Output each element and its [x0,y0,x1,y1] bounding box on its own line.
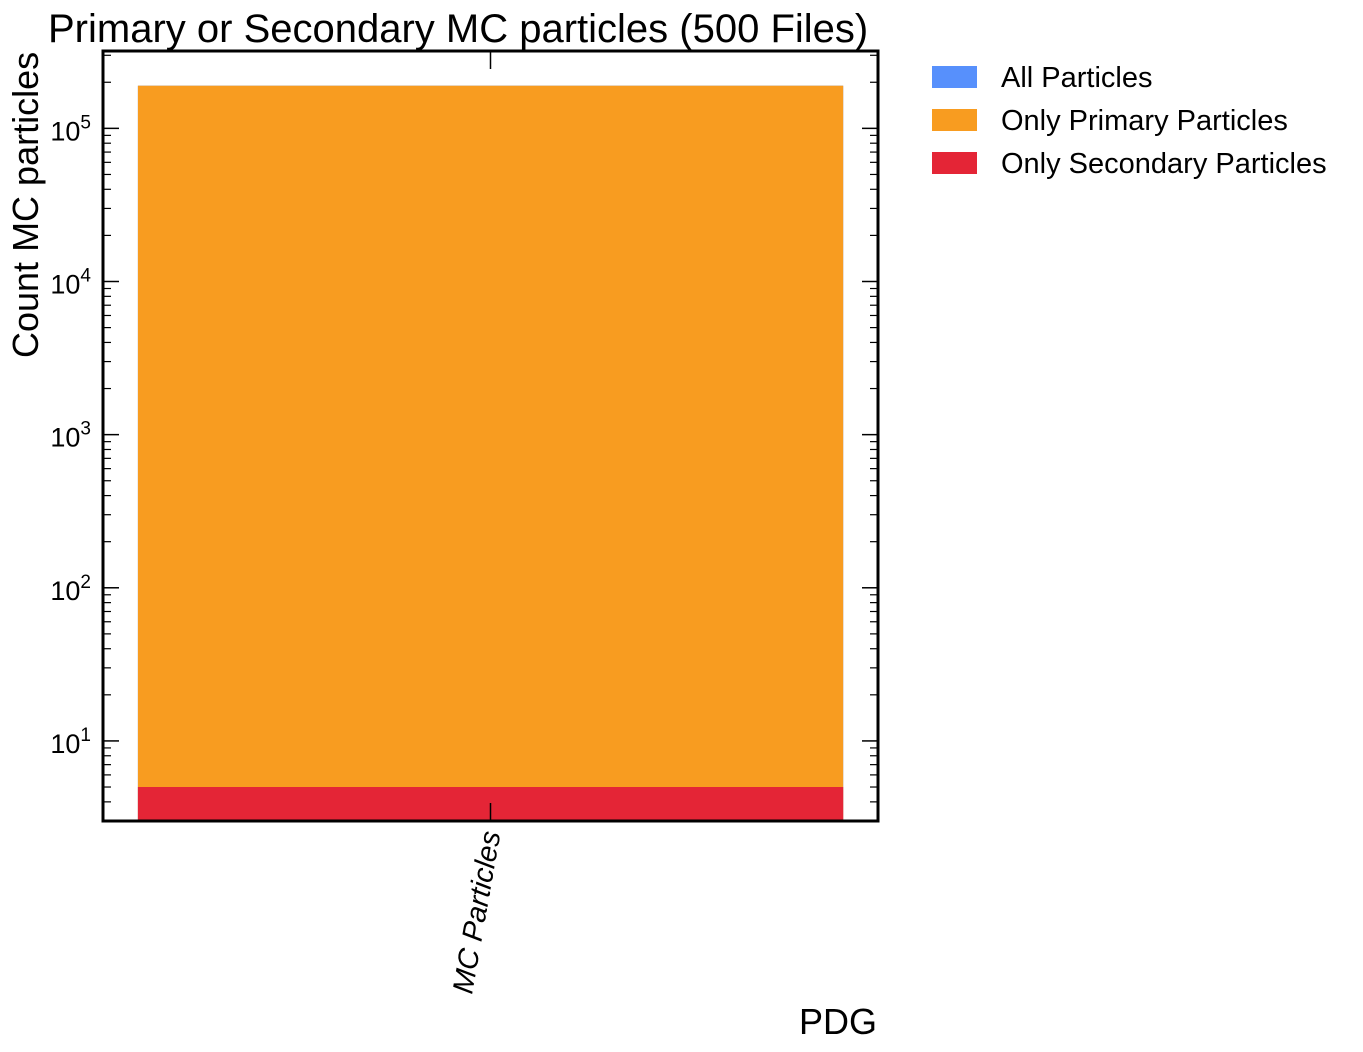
legend-label: Only Primary Particles [1001,105,1288,137]
y-tick-label: 101 [50,725,91,759]
y-tick-label: 104 [50,266,91,300]
legend-swatch [932,109,977,131]
legend-swatch [932,66,977,88]
y-axis-label: Count MC particles [5,52,46,358]
legend-item-only-primary-particles: Only Primary Particles [932,105,1288,137]
x-category-label: MC Particles [447,829,507,996]
legend-item-only-secondary-particles: Only Secondary Particles [932,148,1327,180]
legend-item-all-particles: All Particles [932,62,1153,94]
bar-only-primary-particles [137,85,844,821]
legend-label: Only Secondary Particles [1001,148,1327,180]
y-tick-label: 102 [50,572,91,606]
y-tick-label: 105 [50,112,91,146]
x-axis-label: PDG [799,1001,877,1042]
legend-label: All Particles [1001,62,1153,94]
plot-frame [101,49,880,823]
legend: All Particles Only Primary Particles Only … [932,62,1327,180]
chart-title: Primary or Secondary MC particles (500 F… [48,7,868,51]
y-tick-label: 103 [50,419,91,453]
legend-swatch [932,152,977,174]
y-tick-labels: 101 102 103 104 105 [50,112,91,759]
bars-layer [137,85,844,821]
x-category-labels: MC Particles [447,829,507,996]
